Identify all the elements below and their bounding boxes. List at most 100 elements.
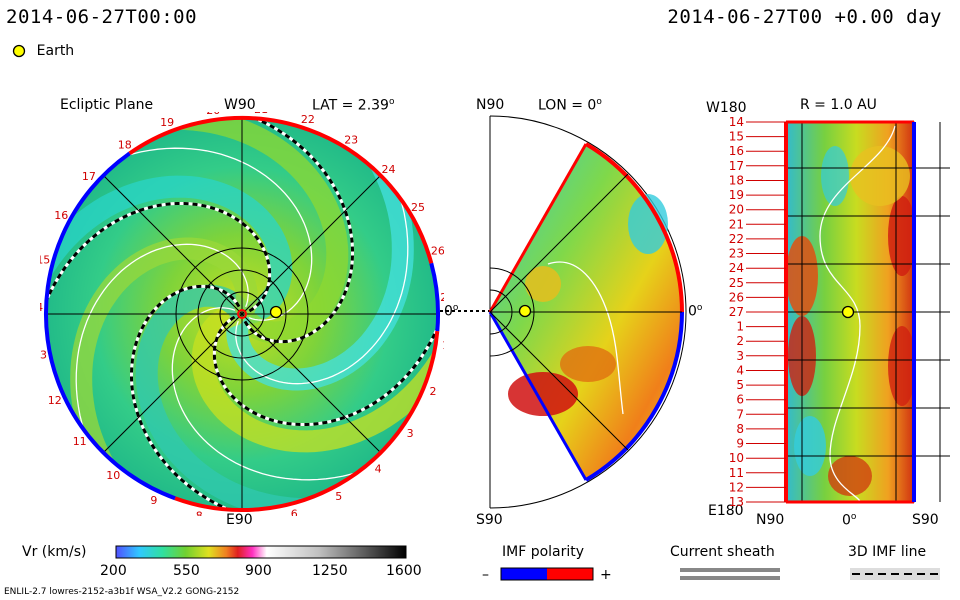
model-info: ENLIL-2.7 lowres-2152-a3b1f WSA_V2.2 GON…: [4, 587, 240, 597]
spiral-band: [70, 237, 258, 488]
imf-plus-label: +: [600, 567, 612, 583]
imf-line-bg: [130, 284, 267, 510]
imf-line-bg: [212, 289, 438, 426]
latlon-row-label: 27: [729, 305, 744, 319]
latlon-plot: 1415161718192021222324252627123456789101…: [729, 116, 950, 508]
rim-number: 26: [431, 244, 444, 257]
earth-marker-meridional: [518, 304, 532, 318]
latlon-row-label: 16: [729, 144, 744, 158]
ecliptic-title: Ecliptic Plane: [60, 97, 154, 113]
latlon-row-label: 7: [736, 407, 744, 421]
colorbar-tick-550: 550: [173, 563, 200, 579]
rim-number: 21: [254, 112, 268, 116]
latlon-row-label: 24: [729, 261, 744, 275]
rim-number: 10: [106, 469, 120, 482]
latlon-row-label: 2: [736, 334, 744, 348]
ecliptic-top-label: W90: [224, 97, 256, 113]
latlon-row-label: 3: [736, 349, 744, 363]
ecliptic-zero-degree: o: [452, 303, 459, 313]
lat-label: LAT = 2.39o: [312, 97, 394, 114]
latlon-bottom-label: E180: [708, 503, 744, 519]
rim-number: 16: [54, 209, 68, 222]
rim-number: 11: [73, 435, 87, 448]
rim-number: 2: [430, 385, 437, 398]
imf3d-title: 3D IMF line: [848, 544, 927, 560]
ecliptic-plane-plot: 2021222324252627123456789101112131415161…: [40, 112, 444, 516]
latlon-row-label: 13: [729, 495, 744, 508]
imf-polarity-title: IMF polarity: [502, 544, 585, 560]
rim-number: 20: [206, 112, 220, 117]
rim-number: 12: [48, 394, 62, 407]
right-timestamp: 2014-06-27T00 +0.00 day: [667, 6, 942, 28]
imf-polarity-bar: [500, 567, 594, 581]
rim-number: 14: [40, 301, 43, 314]
lat-value: LAT = 2.39: [312, 97, 389, 114]
rim-number: 19: [160, 116, 174, 129]
imf-line-bg: [217, 118, 354, 344]
meridional-zero-label: 0o: [688, 303, 702, 320]
r-label: R = 1.0 AU: [800, 97, 877, 113]
imf-minus-label: –: [482, 567, 489, 583]
latlon-row-label: 20: [729, 203, 744, 217]
meridional-top-label: N90: [476, 97, 505, 113]
rim-polarity-negative: [43, 151, 440, 501]
latlon-row-label: 9: [736, 437, 744, 451]
earth-marker-latlon: [841, 305, 855, 319]
earth-marker: [269, 305, 283, 319]
meridional-zero-value: 0: [688, 303, 697, 320]
latlon-row-label: 1: [736, 320, 744, 334]
rim-numbers: 2021222324252627123456789101112131415161…: [40, 112, 444, 516]
rim-number: 3: [407, 427, 414, 440]
spiral-band: [226, 140, 414, 391]
colorbar-tick-1600: 1600: [386, 563, 422, 579]
latlon-x-zero-degree: o: [850, 512, 857, 522]
latlon-row-label: 25: [729, 276, 744, 290]
latlon-row-label: 5: [736, 378, 744, 392]
latlon-row-label: 10: [729, 451, 744, 465]
rim-polarity-positive: [128, 116, 440, 513]
lon-label: LON = 0o: [538, 97, 602, 114]
rim-number: 17: [82, 170, 96, 183]
spiral-streams: [46, 118, 438, 510]
latlon-row-label: 12: [729, 480, 744, 494]
earth-legend: Earth: [11, 40, 74, 59]
rim-number: 8: [196, 510, 203, 517]
latlon-x-label-s90: S90: [912, 512, 939, 528]
colorbar-tick-200: 200: [100, 563, 127, 579]
imf3d-swatch: [850, 568, 940, 580]
rim-number: 22: [301, 113, 315, 126]
earth-marker-icon: [12, 44, 26, 57]
latlon-row-label: 17: [729, 159, 744, 173]
latlon-x-label-n90: N90: [756, 512, 785, 528]
latlon-x-zero-value: 0: [842, 512, 851, 529]
colorbar-tick-1250: 1250: [312, 563, 348, 579]
latlon-row-label: 11: [729, 466, 744, 480]
meridional-plane-plot: [488, 115, 687, 509]
latlon-row-label: 19: [729, 188, 744, 202]
rim-number: 23: [344, 133, 358, 146]
earth-legend-label: Earth: [36, 43, 75, 59]
rim-number: 7: [243, 514, 250, 516]
latlon-row-label: 21: [729, 217, 744, 231]
latlon-x-label-zero: 0o: [842, 512, 856, 529]
ecliptic-bottom-label: E90: [226, 512, 253, 528]
lon-value: LON = 0: [538, 97, 597, 114]
spiral-band: [191, 303, 438, 453]
meridional-bottom-label: S90: [476, 512, 503, 528]
meridional-zero-degree: o: [696, 303, 703, 313]
latlon-row-label: 4: [736, 364, 744, 378]
rim-number: 4: [375, 463, 382, 476]
left-timestamp: 2014-06-27T00:00: [6, 6, 198, 28]
vr-colorbar: [115, 545, 407, 559]
latlon-top-label: W180: [706, 100, 747, 116]
spiral-band: [135, 284, 329, 510]
latlon-grid: [786, 122, 950, 502]
latlon-row-label: 22: [729, 232, 744, 246]
latlon-row-label: 15: [729, 130, 744, 144]
spiral-band: [155, 118, 349, 344]
latlon-row-label: 14: [729, 116, 744, 129]
latlon-row-label: 8: [736, 422, 744, 436]
rim-number: 13: [40, 349, 47, 362]
colorbar-tick-900: 900: [245, 563, 272, 579]
latlon-row-label: 6: [736, 393, 744, 407]
